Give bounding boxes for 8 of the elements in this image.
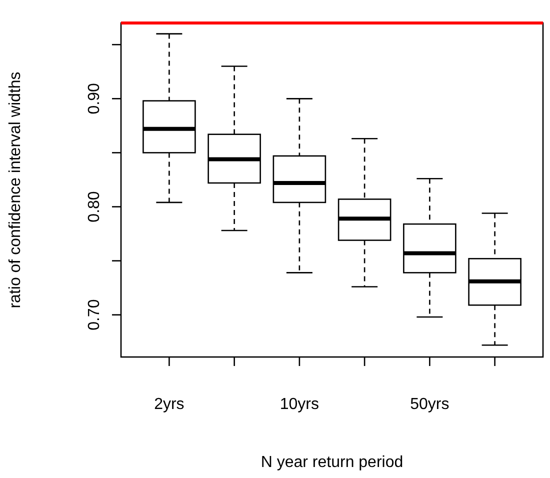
y-tick-label: 0.90 <box>86 82 103 114</box>
y-axis-title: ratio of confidence interval widths <box>7 72 24 308</box>
y-tick-label: 0.70 <box>86 299 103 330</box>
x-tick-label: 10yrs <box>280 396 319 413</box>
x-tick-label: 2yrs <box>154 396 184 413</box>
x-axis-title: N year return period <box>260 454 404 471</box>
x-tick-label: 50yrs <box>410 396 450 413</box>
y-tick-label: 0.80 <box>86 191 103 222</box>
